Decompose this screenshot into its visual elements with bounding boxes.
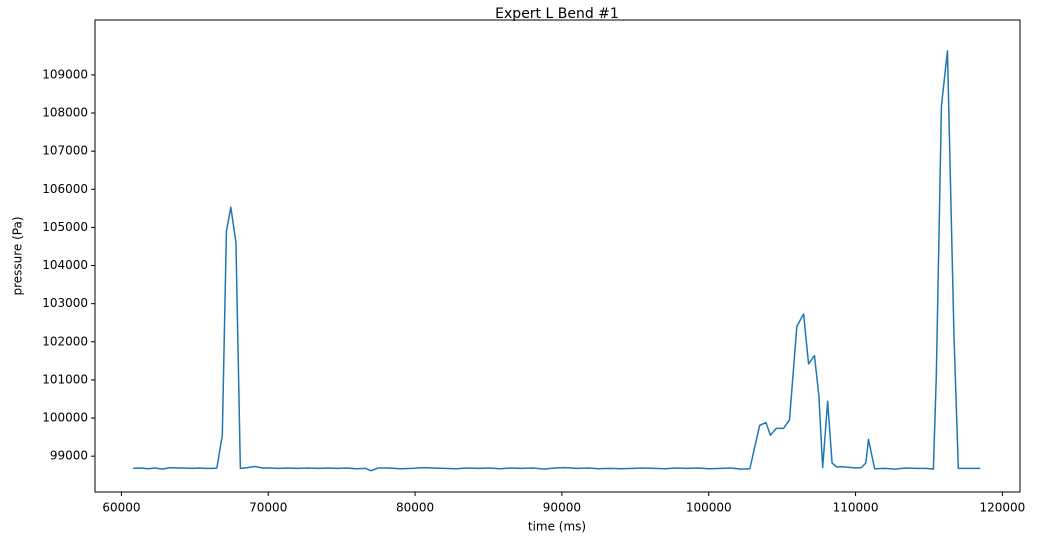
x-tick-label: 70000 xyxy=(249,501,287,515)
y-tick-label: 100000 xyxy=(42,411,88,425)
y-tick-label: 105000 xyxy=(42,220,88,234)
y-tick-label: 104000 xyxy=(42,258,88,272)
y-tick-label: 103000 xyxy=(42,296,88,310)
y-tick-label: 101000 xyxy=(42,372,88,386)
x-tick-label: 80000 xyxy=(396,501,434,515)
y-tick-label: 102000 xyxy=(42,334,88,348)
y-tick-label: 107000 xyxy=(42,144,88,158)
x-tick-label: 90000 xyxy=(543,501,581,515)
y-tick-label: 109000 xyxy=(42,67,88,81)
x-tick-label: 60000 xyxy=(102,501,140,515)
y-tick-label: 99000 xyxy=(50,449,88,463)
x-tick-label: 110000 xyxy=(833,501,879,515)
y-axis-label: pressure (Pa) xyxy=(11,216,25,295)
x-axis-label: time (ms) xyxy=(528,520,586,534)
x-tick-label: 100000 xyxy=(686,501,732,515)
axes-frame xyxy=(94,19,1021,493)
chart-title: Expert L Bend #1 xyxy=(495,6,619,22)
y-tick-label: 106000 xyxy=(42,182,88,196)
data-line xyxy=(133,50,981,472)
x-tick-label: 120000 xyxy=(979,501,1025,515)
y-tick-label: 108000 xyxy=(42,106,88,120)
